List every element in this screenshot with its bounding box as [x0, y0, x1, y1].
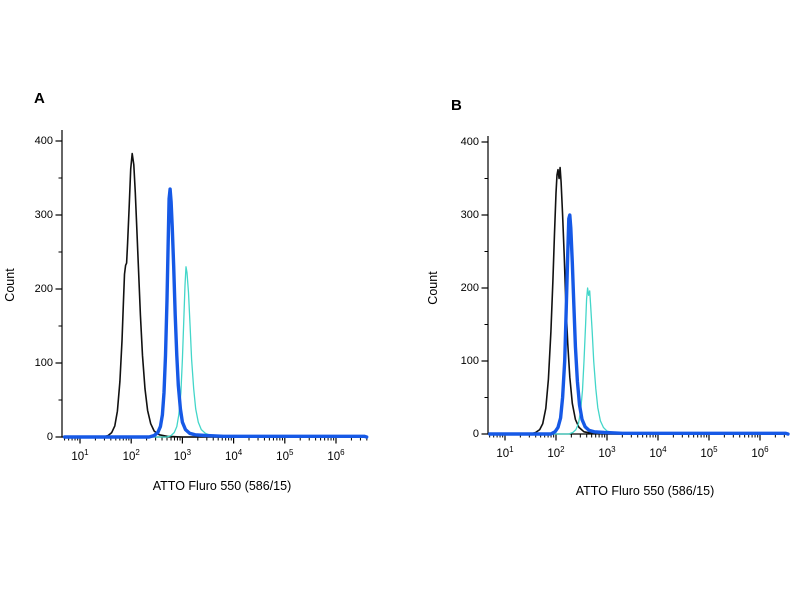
- panel-a-x-tick-label: 105: [276, 448, 294, 463]
- panel-b-x-axis-label: ATTO Fluro 550 (586/15): [575, 484, 715, 498]
- panel-a-series-blue-curve: [62, 187, 369, 439]
- panel-b-series-black-curve: [488, 166, 787, 435]
- panel-b-y-tick-label: 0: [472, 427, 479, 440]
- panel-a-y-tick-label: 400: [34, 134, 53, 147]
- panel-b-x-tick-label: 102: [547, 445, 565, 460]
- panel-a-x-tick-label: 106: [327, 448, 345, 463]
- panel-a-y-tick-label: 0: [46, 430, 53, 443]
- panel-b-x-tick-label: 105: [700, 445, 718, 460]
- panel-b-letter: B: [451, 97, 462, 114]
- panel-a-x-axis-label: ATTO Fluro 550 (586/15): [152, 479, 292, 493]
- panel-b-x-tick-label: 104: [649, 445, 667, 460]
- panel-b-series-cyan-curve: [489, 287, 787, 435]
- panel-a-x-tick-label: 104: [224, 448, 243, 463]
- panel-a-y-axis-label: Count: [3, 268, 17, 302]
- panel-a-series-black-curve: [63, 152, 365, 438]
- panel-b-y-tick-label: 300: [460, 208, 479, 221]
- panel-a-series-cyan-curve: [63, 266, 365, 438]
- panel-b-x-tick-label: 106: [751, 445, 769, 460]
- panel-a-y-tick-label: 200: [34, 282, 53, 295]
- panel-a-x-tick-label: 102: [122, 448, 140, 463]
- panel-a-y-tick-label: 100: [34, 356, 53, 369]
- panel-b-y-tick-label: 400: [460, 135, 479, 148]
- panel-b-y-tick-label: 200: [460, 281, 479, 294]
- panel-b-x-tick-label: 103: [598, 445, 616, 460]
- panel-b-y-axis-label: Count: [426, 271, 440, 305]
- panel-a-letter: A: [34, 90, 45, 107]
- panel-b-series-blue-curve: [488, 213, 790, 436]
- panel-a-x-tick-label: 101: [71, 448, 89, 463]
- panel-b-x-tick-label: 101: [496, 445, 514, 460]
- panel-a-y-tick-label: 300: [34, 208, 53, 221]
- panel-a-x-tick-label: 103: [173, 448, 192, 463]
- panel-b-y-tick-label: 100: [460, 354, 479, 367]
